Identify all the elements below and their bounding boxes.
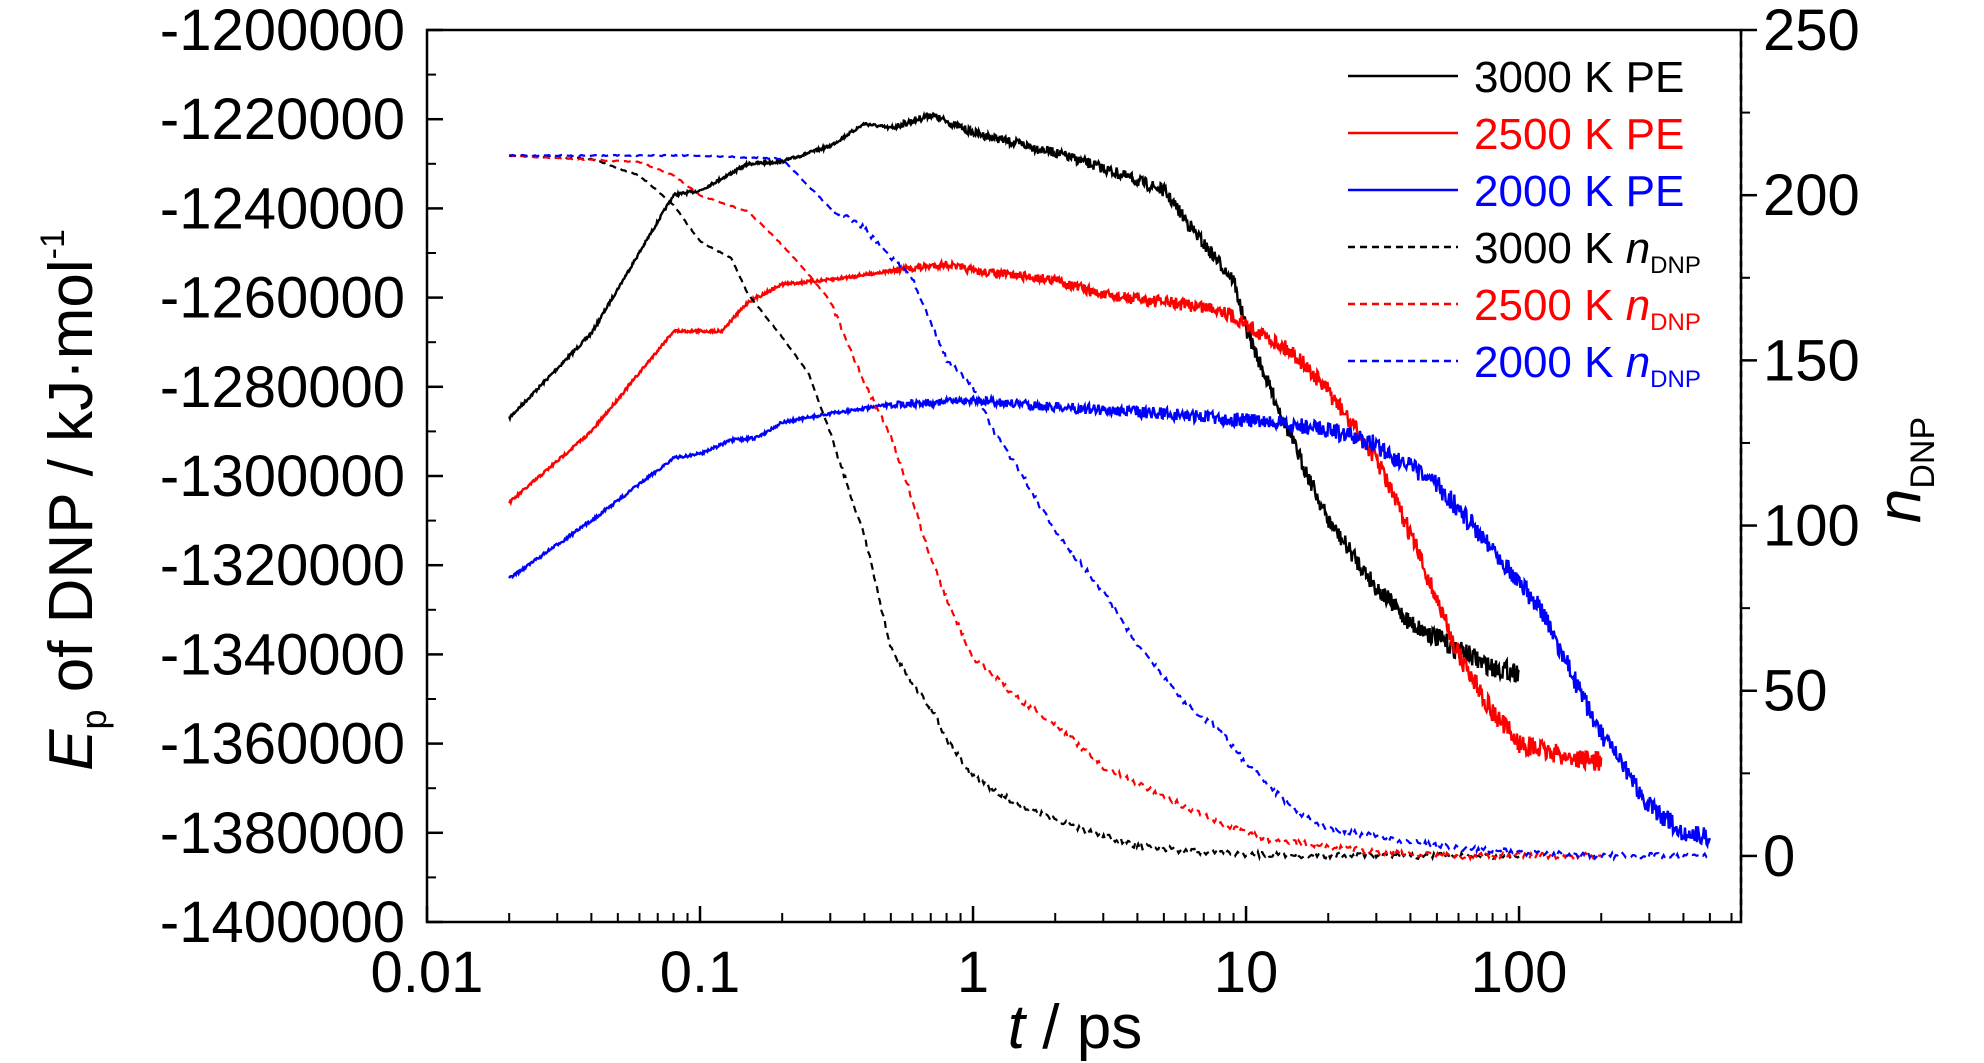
x-tick-label: 0.01 [371, 940, 484, 1005]
x-tick-label: 1 [957, 940, 989, 1005]
y-right-tick-label: 50 [1763, 659, 1828, 724]
y-left-tick-label: -1380000 [160, 801, 405, 866]
legend-label: 2500 K nDNP [1474, 281, 1701, 336]
x-tick-label: 100 [1471, 940, 1568, 1005]
legend-label: 2000 K PE [1474, 167, 1684, 216]
series-line-2000-k-ndnp [509, 153, 1711, 862]
right-y-axis-title: nDNP [1865, 417, 1942, 523]
y-left-tick-label: -1300000 [160, 444, 405, 509]
y-left-tick-label: -1200000 [160, 0, 405, 63]
y-right-tick-label: 200 [1763, 163, 1860, 228]
legend-label: 2000 K nDNP [1474, 338, 1701, 393]
legend-label: 3000 K PE [1474, 53, 1684, 102]
x-tick-label: 0.1 [660, 940, 741, 1005]
series-line-2500-k-ndnp [509, 153, 1602, 862]
y-left-tick-label: -1340000 [160, 622, 405, 687]
left-y-axis-title: Ep of DNP / kJ·mol-1 [34, 229, 114, 771]
y-left-tick-label: -1220000 [160, 87, 405, 152]
series-line-2000-k-pe [508, 393, 1712, 850]
y-right-tick-label: 250 [1763, 0, 1860, 63]
y-left-tick-label: -1320000 [160, 533, 405, 598]
y-left-tick-label: -1240000 [160, 176, 405, 241]
series-line-2500-k-pe [508, 257, 1603, 773]
y-left-tick-label: -1400000 [160, 890, 405, 955]
y-left-tick-label: -1360000 [160, 712, 405, 777]
x-tick-label: 10 [1214, 940, 1279, 1005]
legend-label: 3000 K nDNP [1474, 224, 1701, 279]
series-layer [508, 110, 1712, 862]
x-axis-title: t / ps [1008, 993, 1142, 1062]
tick-labels: 0.01 0.1 1 10 100 -1200000 -1220000 -1240000 -12… [160, 0, 1860, 1005]
y-right-tick-label: 150 [1763, 328, 1860, 393]
y-left-tick-label: -1280000 [160, 355, 405, 420]
y-left-tick-label: -1260000 [160, 266, 405, 331]
series-line-3000-k-ndnp [508, 154, 1520, 862]
legend: 3000 K PE 2500 K PE 2000 K PE 3000 K nDNP25… [1348, 53, 1701, 393]
series-line-3000-k-pe [508, 110, 1520, 684]
axis-ticks [425, 28, 1757, 924]
legend-label: 2500 K PE [1474, 110, 1684, 159]
y-right-tick-label: 100 [1763, 494, 1860, 559]
y-right-tick-label: 0 [1763, 824, 1795, 889]
